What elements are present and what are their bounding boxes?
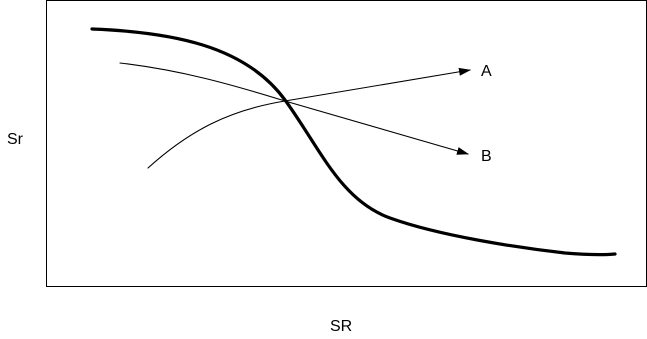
y-axis-label: Sr — [7, 131, 24, 148]
x-axis-label: SR — [330, 318, 352, 335]
bold-descending-curve — [90, 27, 617, 257]
curve-b — [119, 62, 469, 155]
curve-a-label: A — [481, 63, 492, 80]
plot-frame — [46, 0, 647, 287]
curve-b-label: B — [481, 148, 492, 165]
curve-a — [147, 67, 471, 169]
